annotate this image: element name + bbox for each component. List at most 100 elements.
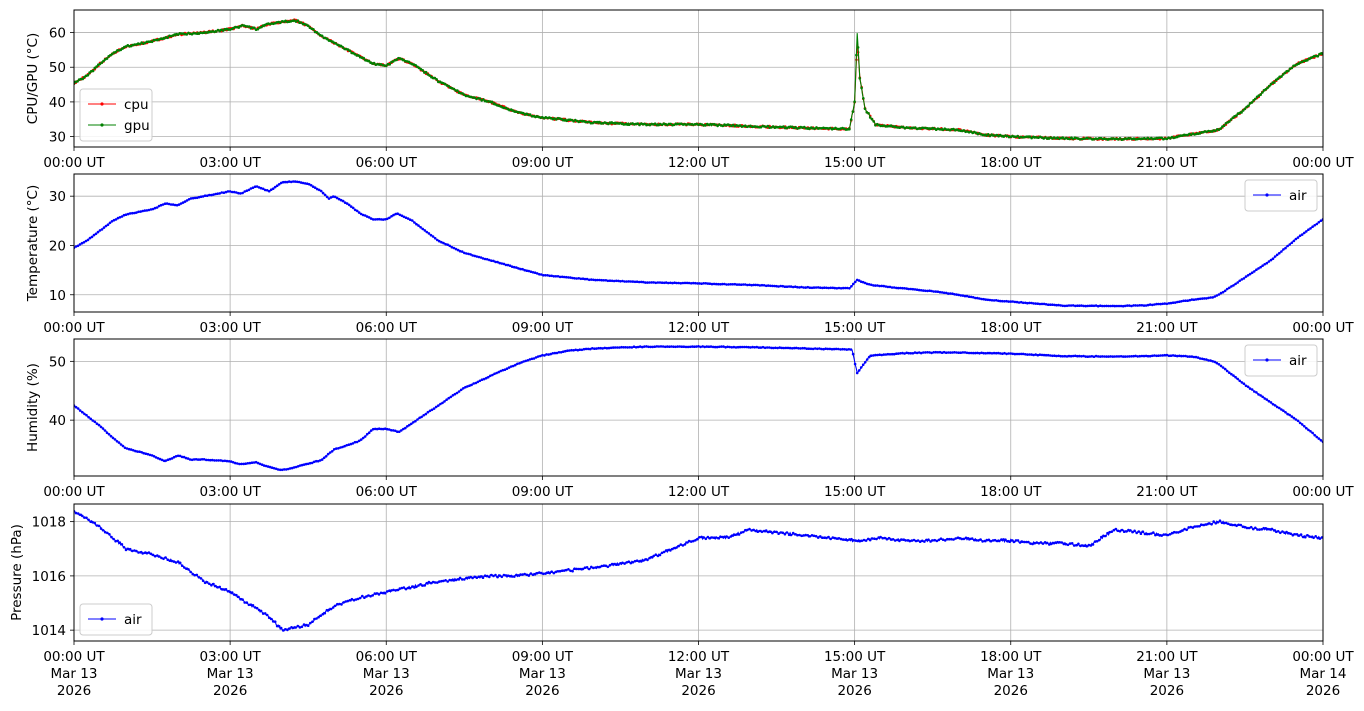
data-point xyxy=(76,80,79,83)
data-point xyxy=(994,299,998,302)
data-point xyxy=(575,277,578,280)
data-point xyxy=(473,575,477,579)
data-point xyxy=(1161,354,1164,357)
data-point xyxy=(859,366,863,369)
data-point xyxy=(1137,530,1141,533)
data-point xyxy=(800,534,803,538)
data-point xyxy=(783,532,787,536)
data-point xyxy=(604,279,608,282)
data-point xyxy=(1208,522,1211,525)
data-point xyxy=(1163,302,1167,305)
data-point xyxy=(1076,354,1079,358)
data-point xyxy=(1239,523,1243,527)
data-point xyxy=(957,351,960,355)
data-point xyxy=(666,345,669,348)
data-point xyxy=(464,94,468,98)
data-point xyxy=(848,287,851,290)
data-point xyxy=(333,195,337,199)
data-point xyxy=(1205,358,1208,361)
data-point xyxy=(736,345,740,349)
data-point xyxy=(301,181,305,185)
data-point xyxy=(519,267,522,271)
data-point xyxy=(166,36,169,40)
data-point xyxy=(402,215,406,219)
data-point xyxy=(647,345,650,349)
data-point xyxy=(251,186,255,189)
data-point xyxy=(830,347,834,351)
data-point xyxy=(1121,304,1125,308)
data-point xyxy=(1231,116,1235,120)
data-point xyxy=(679,282,683,285)
data-point xyxy=(1303,231,1306,235)
data-point xyxy=(841,286,845,290)
y-axis-label: Pressure (hPa) xyxy=(9,524,25,621)
data-point xyxy=(658,553,662,557)
data-point xyxy=(95,65,98,68)
data-point xyxy=(332,448,336,451)
data-point xyxy=(402,586,406,589)
data-point xyxy=(893,539,897,542)
data-point xyxy=(210,584,213,587)
data-point xyxy=(735,533,739,536)
data-point xyxy=(517,267,520,270)
data-point xyxy=(115,440,119,443)
data-point xyxy=(310,461,314,465)
data-point xyxy=(100,61,104,64)
data-point xyxy=(1169,301,1173,305)
data-point xyxy=(337,447,340,450)
legend-marker-air xyxy=(1265,358,1269,362)
data-point xyxy=(91,69,95,73)
data-point xyxy=(760,283,764,287)
x-tick-date-label: Mar 13 xyxy=(1143,666,1190,682)
data-point xyxy=(1195,525,1199,528)
data-point xyxy=(884,285,888,288)
data-point xyxy=(526,359,530,362)
data-point xyxy=(1315,222,1319,226)
data-point xyxy=(1082,354,1085,358)
data-point xyxy=(756,283,760,287)
data-point xyxy=(436,581,439,584)
data-point xyxy=(908,539,912,543)
data-point xyxy=(323,193,327,197)
data-point xyxy=(675,546,678,549)
data-point xyxy=(628,346,632,349)
data-point xyxy=(185,33,189,36)
data-point xyxy=(1136,355,1139,358)
data-point xyxy=(1167,354,1171,358)
data-point xyxy=(936,290,940,294)
data-point xyxy=(367,59,371,63)
data-point xyxy=(901,351,904,355)
x-tick-date-label: Mar 13 xyxy=(207,666,254,682)
data-point xyxy=(294,626,298,629)
data-point xyxy=(631,280,635,283)
data-point xyxy=(1311,431,1314,435)
data-point xyxy=(392,588,395,592)
data-point xyxy=(692,281,695,285)
axes-frame xyxy=(73,338,1324,477)
data-point xyxy=(255,606,259,610)
data-point xyxy=(160,458,164,462)
data-point xyxy=(878,284,881,288)
data-point xyxy=(899,286,902,290)
data-point xyxy=(322,456,326,460)
data-point xyxy=(128,212,132,215)
data-point xyxy=(656,281,660,284)
data-point xyxy=(361,213,365,217)
data-point xyxy=(1247,104,1250,107)
data-point xyxy=(1307,228,1310,231)
data-point xyxy=(734,346,738,349)
data-point xyxy=(632,345,636,349)
data-point xyxy=(888,285,892,289)
data-point xyxy=(1249,525,1253,529)
data-point xyxy=(228,190,232,193)
data-point xyxy=(959,351,963,355)
data-point xyxy=(1243,107,1247,111)
data-point xyxy=(100,228,104,231)
data-point xyxy=(874,353,877,357)
data-point xyxy=(771,284,774,288)
data-point xyxy=(81,514,84,518)
data-point xyxy=(1159,302,1162,306)
data-point xyxy=(781,531,785,535)
data-point xyxy=(210,193,213,197)
data-point xyxy=(1042,353,1046,357)
